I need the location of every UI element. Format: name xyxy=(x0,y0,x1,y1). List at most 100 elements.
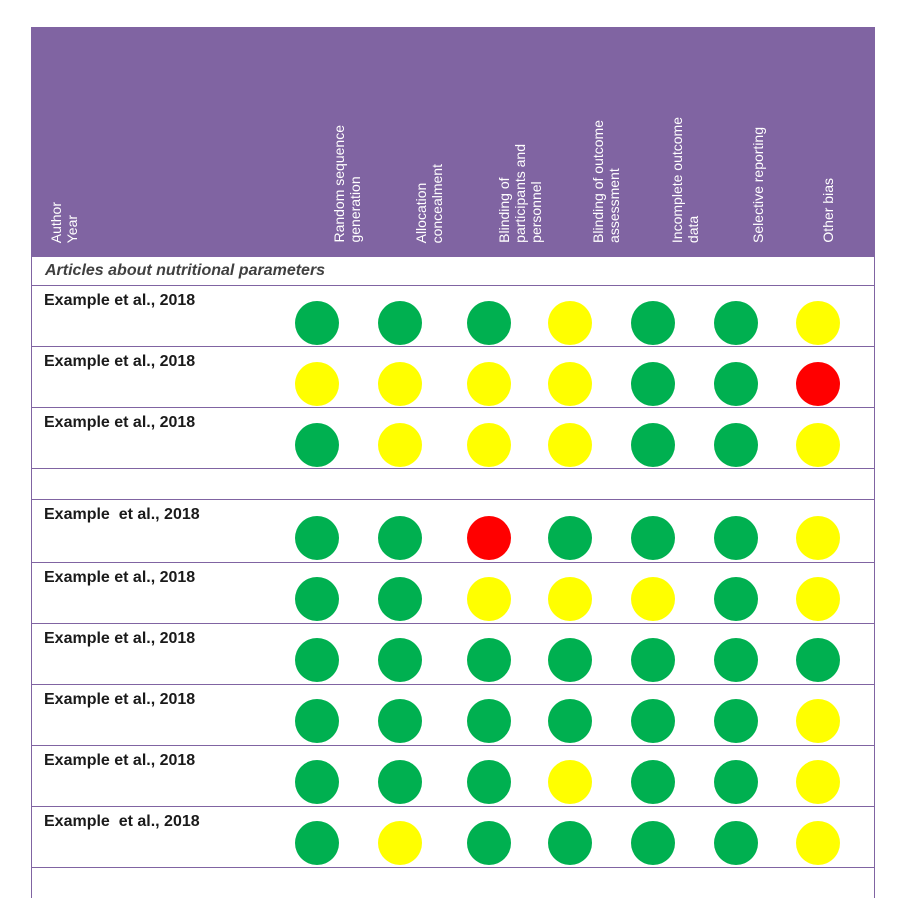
table-row: Example et al., 2018 xyxy=(31,563,875,624)
rating-dot-green xyxy=(714,577,758,621)
rating-dot-green xyxy=(295,577,339,621)
rating-dot-green xyxy=(378,699,422,743)
rating-dot-green xyxy=(378,301,422,345)
rating-dot-green xyxy=(714,638,758,682)
rating-dot-red xyxy=(467,516,511,560)
header-column: Blinding of outcome assessment xyxy=(576,27,636,257)
rating-dot-green xyxy=(467,821,511,865)
author-year-cell: Example et al., 2018 xyxy=(44,414,196,431)
blank-row xyxy=(31,868,875,898)
table-row: Example et al., 2018 xyxy=(31,347,875,408)
rating-dot-green xyxy=(631,760,675,804)
rating-dot-yellow xyxy=(796,760,840,804)
rating-dot-green xyxy=(548,699,592,743)
rating-dot-yellow xyxy=(796,423,840,467)
rating-dot-yellow xyxy=(467,423,511,467)
rating-dot-green xyxy=(631,638,675,682)
header-column: Random sequence generation xyxy=(317,27,377,257)
rating-dot-green xyxy=(467,699,511,743)
rating-dot-green xyxy=(714,516,758,560)
rating-dot-yellow xyxy=(548,301,592,345)
header-other-bias: Other bias xyxy=(820,178,836,243)
rating-dot-green xyxy=(631,301,675,345)
rating-dot-green xyxy=(714,423,758,467)
table-row: Example et al., 2018 xyxy=(31,624,875,685)
header-random-sequence-generation: Random sequence generation xyxy=(331,125,363,243)
rating-dot-yellow xyxy=(378,362,422,406)
rating-dot-green xyxy=(295,699,339,743)
risk-of-bias-table: Author Year Random sequence generation A… xyxy=(31,27,875,898)
table-row: Example et al., 2018 xyxy=(31,500,875,563)
rating-dot-green xyxy=(631,699,675,743)
header-column: Blinding of participants and personnel xyxy=(485,27,555,257)
rating-dot-yellow xyxy=(796,301,840,345)
header-allocation-concealment: Allocation concealment xyxy=(413,163,445,243)
blank-row xyxy=(31,469,875,500)
rating-dot-yellow xyxy=(467,577,511,621)
rating-dot-green xyxy=(295,301,339,345)
header-column: Incomplete outcome data xyxy=(655,27,715,257)
rating-dot-yellow xyxy=(295,362,339,406)
table-row: Example et al., 2018 xyxy=(31,286,875,347)
header-selective-reporting: Selective reporting xyxy=(750,127,766,243)
rating-dot-green xyxy=(714,301,758,345)
rating-dot-green xyxy=(631,516,675,560)
table-row: Example et al., 2018 xyxy=(31,807,875,868)
rating-dot-green xyxy=(467,638,511,682)
rating-dot-yellow xyxy=(796,516,840,560)
rating-dot-green xyxy=(295,516,339,560)
rating-dot-green xyxy=(714,699,758,743)
rating-dot-green xyxy=(714,760,758,804)
rating-dot-green xyxy=(631,821,675,865)
author-year-cell: Example et al., 2018 xyxy=(44,752,196,769)
rating-dot-green xyxy=(714,362,758,406)
author-year-cell: Example et al., 2018 xyxy=(44,691,196,708)
table-row: Example et al., 2018 xyxy=(31,408,875,469)
author-year-cell: Example et al., 2018 xyxy=(44,506,200,523)
author-year-cell: Example et al., 2018 xyxy=(44,569,196,586)
rating-dot-green xyxy=(378,638,422,682)
rating-dot-yellow xyxy=(378,821,422,865)
header-author-year: Author Year xyxy=(31,27,97,257)
rating-dot-yellow xyxy=(467,362,511,406)
rating-dot-green xyxy=(631,423,675,467)
rating-dot-yellow xyxy=(548,760,592,804)
rating-dot-yellow xyxy=(796,821,840,865)
header-column: Allocation concealment xyxy=(399,27,459,257)
rating-dot-yellow xyxy=(796,699,840,743)
rating-dot-green xyxy=(295,760,339,804)
header-incomplete-outcome: Incomplete outcome data xyxy=(669,116,701,243)
rating-dot-yellow xyxy=(548,362,592,406)
rating-dot-green xyxy=(548,516,592,560)
rating-dot-green xyxy=(378,760,422,804)
header-blinding-participants: Blinding of participants and personnel xyxy=(496,144,544,243)
header-column: Other bias xyxy=(808,27,848,257)
header-blinding-outcome: Blinding of outcome assessment xyxy=(590,120,622,243)
section-row: Articles about nutritional parameters xyxy=(31,257,875,286)
rating-dot-green xyxy=(467,760,511,804)
rating-dot-green xyxy=(295,423,339,467)
header-author-year-label: Author Year xyxy=(48,201,80,243)
rating-dot-green xyxy=(295,638,339,682)
author-year-cell: Example et al., 2018 xyxy=(44,630,196,647)
author-year-cell: Example et al., 2018 xyxy=(44,813,200,830)
table-row: Example et al., 2018 xyxy=(31,746,875,807)
rating-dot-green xyxy=(467,301,511,345)
author-year-cell: Example et al., 2018 xyxy=(44,353,196,370)
rating-dot-green xyxy=(714,821,758,865)
rating-dot-yellow xyxy=(631,577,675,621)
section-title: Articles about nutritional parameters xyxy=(45,262,326,279)
table-header: Author Year Random sequence generation A… xyxy=(31,27,875,257)
rating-dot-green xyxy=(378,516,422,560)
rating-dot-yellow xyxy=(548,423,592,467)
rating-dot-yellow xyxy=(378,423,422,467)
rating-dot-green xyxy=(548,821,592,865)
rating-dot-yellow xyxy=(548,577,592,621)
rating-dot-green xyxy=(548,638,592,682)
rating-dot-green xyxy=(631,362,675,406)
rating-dot-green xyxy=(295,821,339,865)
rating-dot-red xyxy=(796,362,840,406)
rating-dot-green xyxy=(378,577,422,621)
rating-dot-green xyxy=(796,638,840,682)
table-row: Example et al., 2018 xyxy=(31,685,875,746)
